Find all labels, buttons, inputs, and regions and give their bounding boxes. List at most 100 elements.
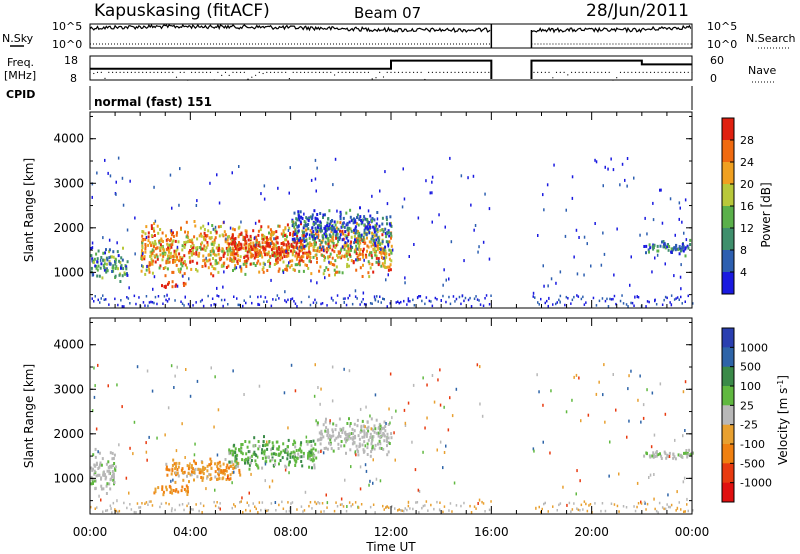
range-cell bbox=[370, 254, 373, 258]
range-cell bbox=[187, 230, 189, 234]
range-cell bbox=[289, 259, 292, 263]
range-cell bbox=[141, 230, 144, 233]
range-cell bbox=[305, 244, 308, 248]
range-cell bbox=[181, 471, 184, 475]
range-cell bbox=[390, 244, 393, 248]
range-cell bbox=[380, 247, 382, 251]
range-cell bbox=[159, 253, 162, 257]
range-cell bbox=[216, 465, 219, 468]
range-cell bbox=[208, 473, 211, 477]
range-cell bbox=[375, 233, 378, 237]
range-cell bbox=[109, 478, 112, 482]
range-cell bbox=[170, 364, 173, 368]
range-cell bbox=[266, 440, 268, 444]
range-cell bbox=[344, 244, 347, 248]
range-cell bbox=[268, 440, 271, 443]
range-cell bbox=[358, 231, 361, 235]
range-cell bbox=[211, 240, 214, 244]
range-cell bbox=[102, 294, 104, 297]
range-cell bbox=[402, 167, 404, 171]
range-cell bbox=[352, 221, 355, 225]
range-cell bbox=[333, 268, 336, 272]
range-cell bbox=[346, 226, 349, 230]
range-cell bbox=[296, 246, 299, 250]
range-cell bbox=[234, 237, 237, 240]
range-cell bbox=[167, 246, 169, 250]
range-cell bbox=[156, 436, 158, 440]
range-cell bbox=[668, 451, 671, 455]
range-cell bbox=[285, 465, 288, 469]
range-cell bbox=[263, 249, 266, 253]
range-cell bbox=[253, 246, 256, 250]
range-cell bbox=[224, 233, 227, 237]
range-cell bbox=[224, 469, 227, 472]
range-cell bbox=[265, 238, 268, 242]
range-cell bbox=[172, 270, 175, 274]
range-cell bbox=[241, 452, 244, 456]
range-cell bbox=[375, 228, 378, 232]
range-cell bbox=[544, 501, 546, 505]
range-cell bbox=[358, 217, 361, 221]
range-cell bbox=[238, 449, 241, 453]
range-cell bbox=[362, 235, 365, 239]
range-cell bbox=[659, 382, 662, 386]
range-cell bbox=[666, 503, 668, 506]
range-cell bbox=[266, 269, 269, 272]
range-cell bbox=[378, 250, 381, 254]
range-cell bbox=[278, 503, 280, 507]
range-cell bbox=[150, 253, 153, 257]
range-cell bbox=[278, 224, 281, 228]
range-cell bbox=[680, 263, 682, 267]
range-cell bbox=[145, 501, 148, 504]
range-cell bbox=[262, 440, 265, 444]
range-cell bbox=[258, 270, 261, 274]
range-cell bbox=[177, 490, 180, 494]
range-cell bbox=[651, 245, 654, 249]
range-cell bbox=[275, 509, 277, 512]
range-cell bbox=[646, 232, 648, 236]
range-cell bbox=[224, 240, 227, 244]
range-cell bbox=[350, 465, 352, 469]
range-cell bbox=[148, 267, 151, 271]
range-cell bbox=[464, 296, 467, 300]
range-cell bbox=[244, 461, 246, 465]
range-cell bbox=[403, 408, 406, 412]
range-cell bbox=[387, 230, 390, 234]
range-cell bbox=[278, 297, 280, 300]
range-cell bbox=[583, 273, 585, 277]
range-cell bbox=[354, 295, 357, 298]
range-cell bbox=[350, 235, 353, 239]
range-cell bbox=[284, 299, 286, 302]
range-cell bbox=[407, 504, 410, 508]
range-cell bbox=[111, 270, 114, 273]
range-cell bbox=[151, 251, 154, 255]
range-cell bbox=[669, 197, 672, 201]
range-cell bbox=[326, 246, 329, 250]
range-cell bbox=[91, 409, 94, 413]
range-cell bbox=[242, 304, 244, 308]
range-cell bbox=[385, 506, 387, 509]
range-cell bbox=[352, 260, 355, 263]
range-cell bbox=[249, 234, 252, 238]
range-cell bbox=[233, 267, 236, 271]
range-cell bbox=[233, 242, 236, 246]
range-cell bbox=[242, 511, 244, 514]
range-cell bbox=[106, 258, 109, 262]
range-cell bbox=[215, 259, 218, 263]
range-cell bbox=[190, 464, 193, 468]
range-cell bbox=[255, 238, 258, 242]
range-cell bbox=[168, 468, 171, 472]
range-cell bbox=[97, 473, 100, 477]
range-cell bbox=[163, 285, 166, 289]
range-cell bbox=[197, 254, 200, 258]
range-cell bbox=[431, 220, 433, 224]
colorbar-segment bbox=[722, 463, 734, 484]
range-cell bbox=[442, 283, 444, 287]
range-cell bbox=[266, 300, 268, 303]
range-cell bbox=[301, 229, 304, 233]
range-cell bbox=[265, 443, 268, 447]
range-cell bbox=[325, 430, 328, 434]
range-cell bbox=[201, 265, 204, 268]
range-cell bbox=[273, 251, 276, 255]
range-cell bbox=[595, 160, 598, 164]
